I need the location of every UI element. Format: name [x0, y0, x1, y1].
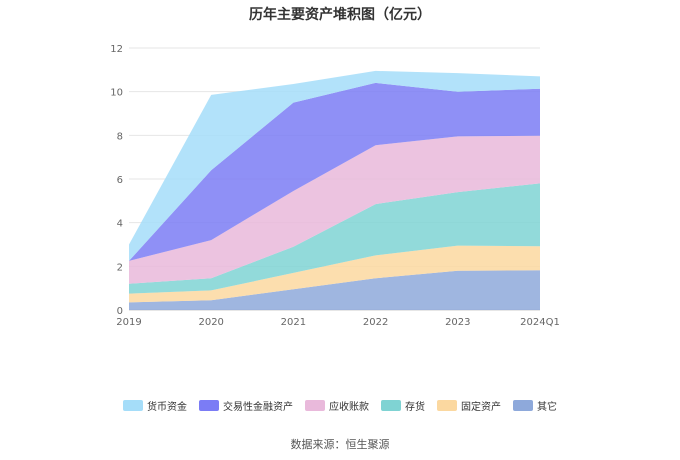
legend-item[interactable]: 应收账款 — [305, 398, 369, 413]
legend-swatch — [513, 400, 533, 411]
legend-label: 其它 — [537, 402, 557, 413]
legend-label: 固定资产 — [461, 402, 501, 413]
legend-item[interactable]: 固定资产 — [437, 398, 501, 413]
series-area — [129, 82, 540, 261]
series-area — [129, 270, 540, 310]
legend-label: 交易性金融资产 — [223, 402, 293, 413]
legend-item[interactable]: 其它 — [513, 398, 557, 413]
series-area — [129, 183, 540, 294]
y-tick-label: 2 — [117, 262, 123, 273]
data-source: 数据来源：恒生聚源 — [290, 438, 390, 451]
x-tick-label: 2019 — [116, 317, 141, 328]
legend-item[interactable]: 货币资金 — [123, 398, 187, 413]
legend-swatch — [199, 400, 219, 411]
legend-item[interactable]: 交易性金融资产 — [199, 398, 293, 413]
x-tick-label: 2021 — [281, 317, 306, 328]
y-tick-label: 4 — [117, 219, 123, 230]
x-tick-label: 2020 — [198, 317, 223, 328]
y-tick-label: 10 — [110, 88, 123, 99]
legend-swatch — [381, 400, 401, 411]
y-tick-label: 6 — [117, 175, 123, 186]
legend-item[interactable]: 存货 — [381, 398, 425, 413]
x-tick-label: 2023 — [445, 317, 470, 328]
y-tick-label: 8 — [117, 131, 123, 142]
legend-label: 应收账款 — [329, 402, 369, 413]
x-tick-label: 2022 — [363, 317, 388, 328]
series-area — [129, 245, 540, 303]
series-area — [129, 135, 540, 284]
y-tick-label: 12 — [110, 44, 123, 55]
chart-title: 历年主要资产堆积图（亿元） — [249, 7, 431, 23]
y-tick-label: 0 — [117, 306, 123, 317]
legend-swatch — [123, 400, 143, 411]
legend-swatch — [437, 400, 457, 411]
x-tick-label: 2024Q1 — [520, 317, 560, 328]
series-area — [129, 70, 540, 261]
legend: 货币资金 交易性金融资产 应收账款 存货 固定资产 其它 — [0, 398, 680, 413]
legend-label: 存货 — [405, 402, 425, 413]
legend-swatch — [305, 400, 325, 411]
legend-label: 货币资金 — [147, 402, 187, 413]
